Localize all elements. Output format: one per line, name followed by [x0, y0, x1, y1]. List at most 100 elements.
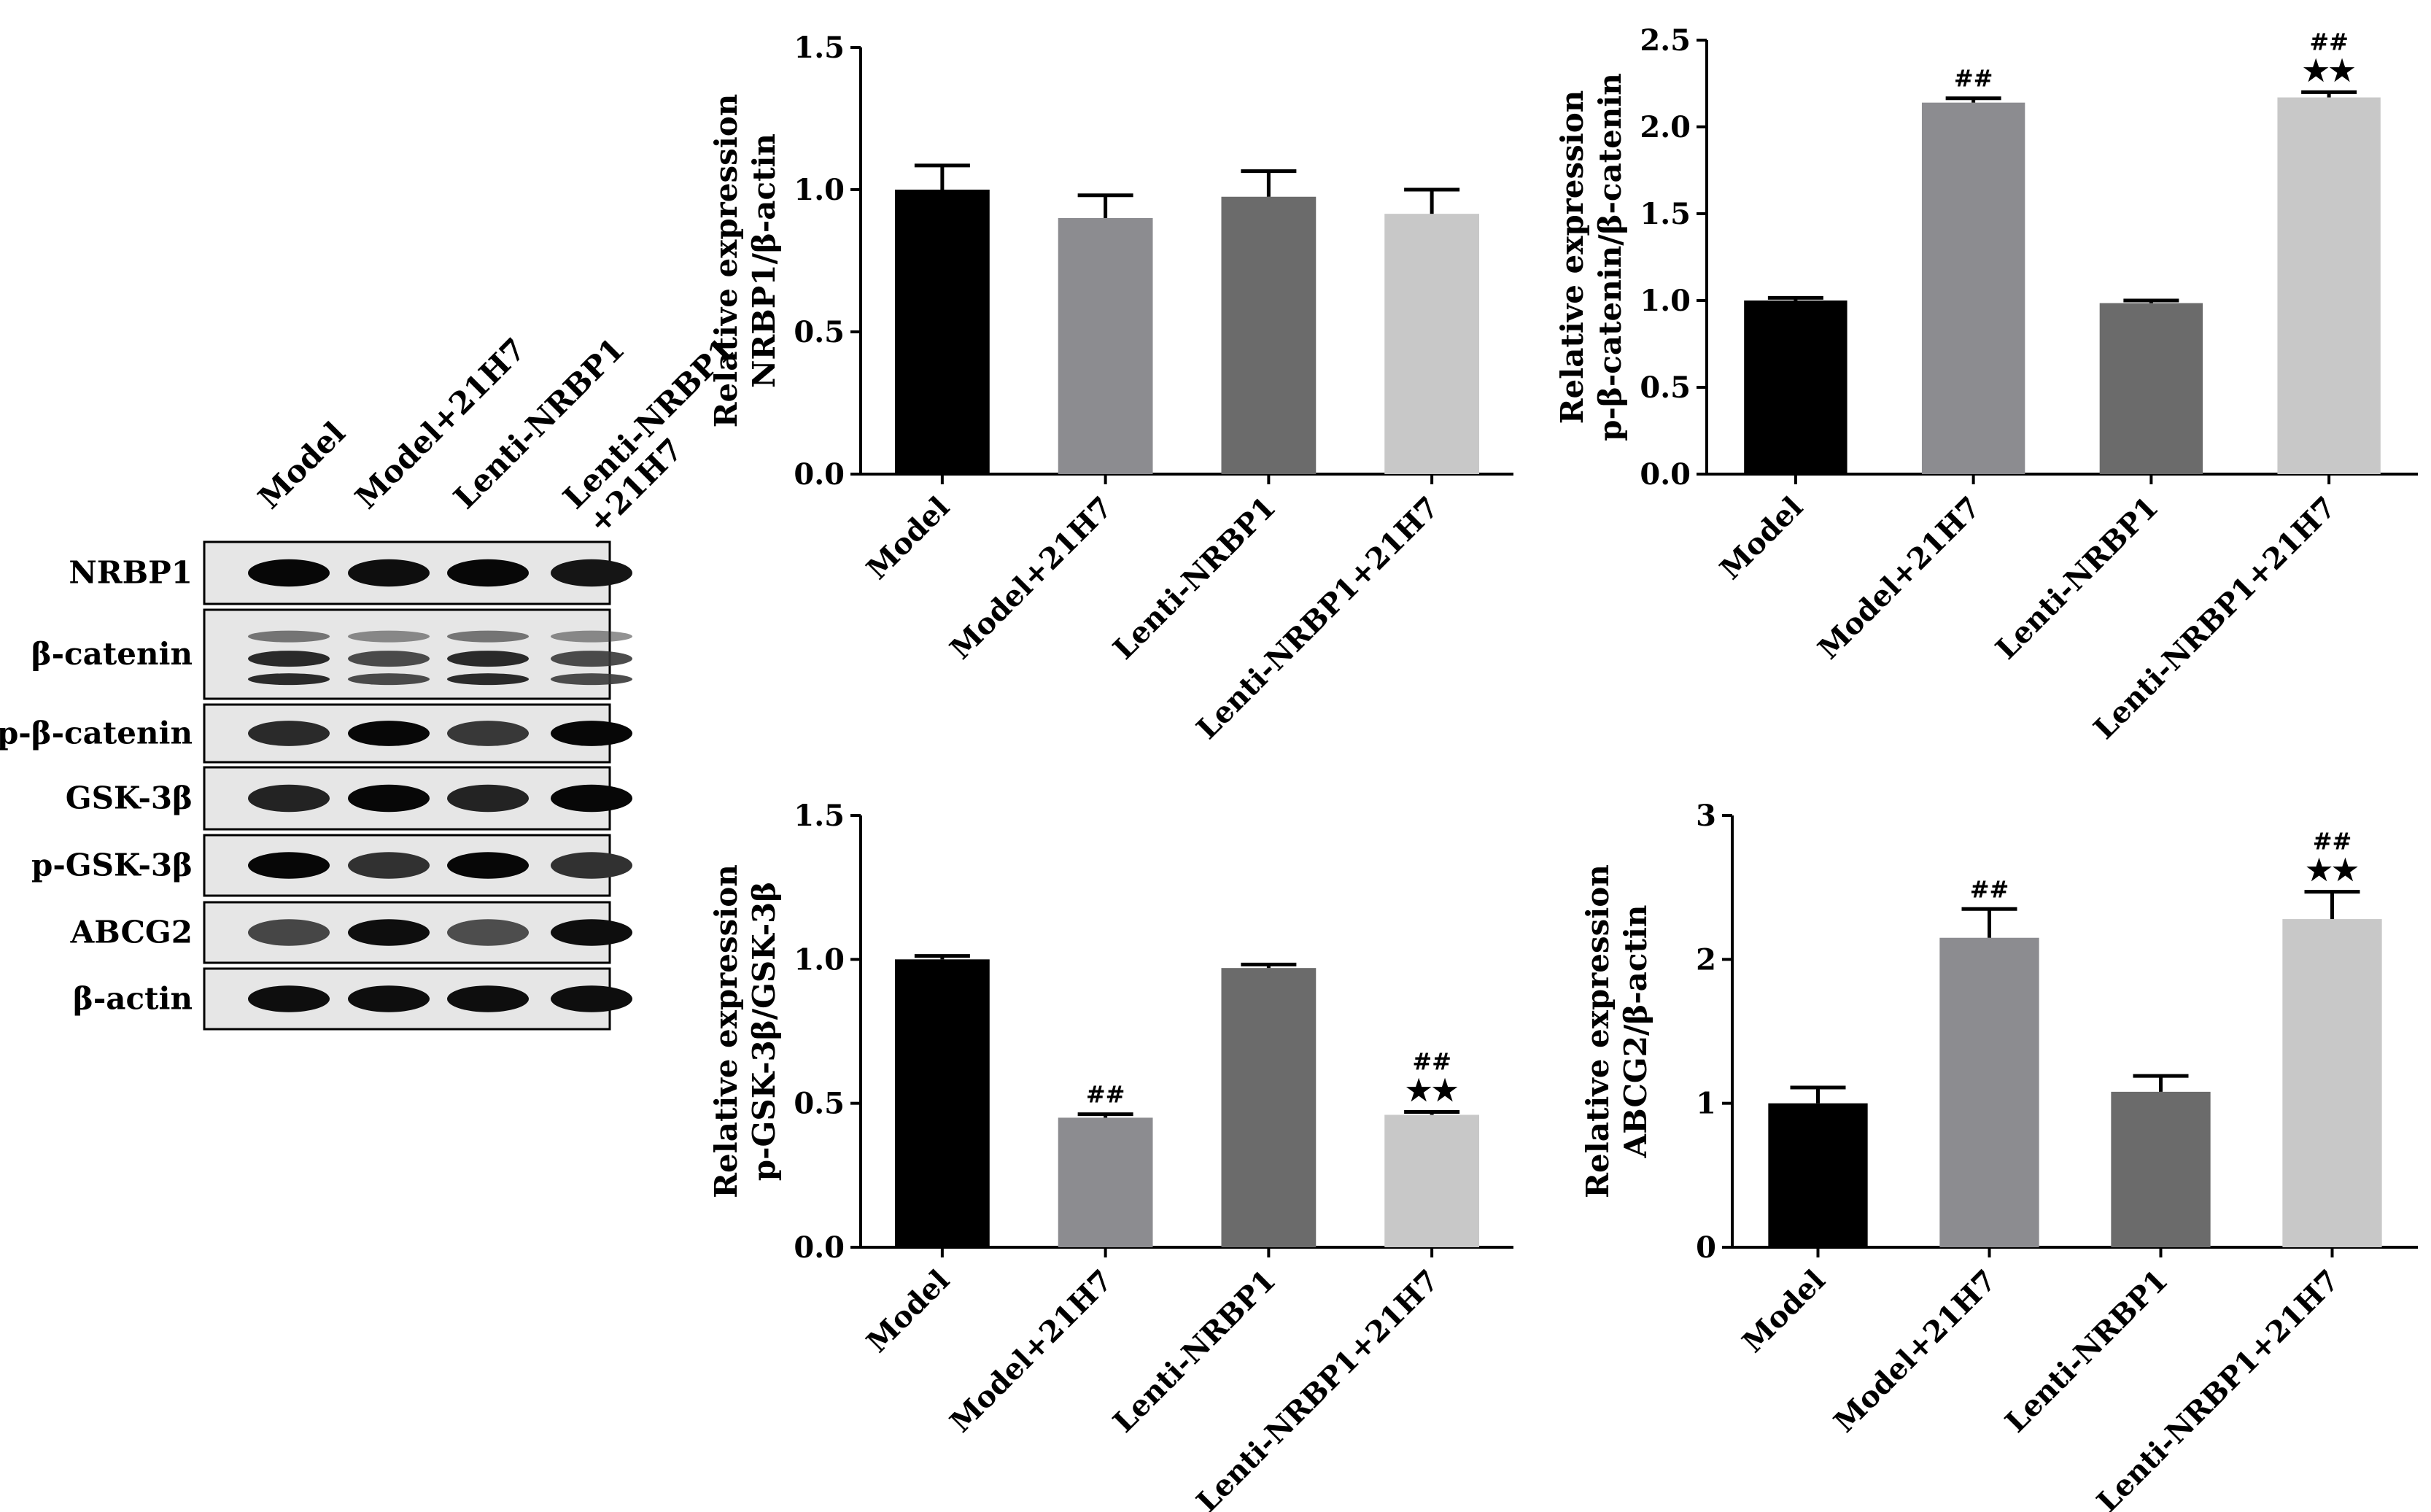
band-label: p-GSK-3β [31, 848, 193, 883]
bar [1058, 218, 1153, 474]
significance-label: ## [1954, 65, 1993, 93]
bar-chart: 0.0 0.5 1.0 1.5 Relative expressionp-GSK-3β/… [708, 799, 1513, 1512]
blot-band [248, 985, 330, 1012]
blot-band [248, 673, 330, 686]
y-axis-label-line: Relative expression [1580, 864, 1616, 1198]
y-tick-label: 2.5 [1640, 23, 1691, 58]
blot-band [348, 673, 430, 686]
x-tick-label: Model+21H7 [943, 490, 1119, 666]
significance-label: ## [1970, 875, 2009, 903]
blot-band [248, 559, 330, 587]
y-tick-label: 1.0 [794, 942, 845, 977]
blot-band [551, 721, 632, 746]
blot-band [447, 721, 529, 746]
x-tick-label: Model [860, 490, 956, 586]
significance-label: ## [2309, 28, 2349, 55]
x-tick-label: Lenti-NRBP1 [1106, 1263, 1282, 1439]
blot-band [447, 852, 529, 879]
y-tick-label: 0.0 [1640, 457, 1691, 492]
y-axis-label: Relative expressionp-GSK-3β/GSK-3β [708, 864, 782, 1198]
y-tick-label: 1.5 [794, 799, 845, 833]
x-tick-label: Lenti-NRBP1 [1989, 490, 2165, 666]
band-label: p-β-catenin [0, 716, 193, 751]
bar [1058, 1117, 1153, 1247]
blot-band [248, 919, 330, 946]
blot-band [447, 919, 529, 946]
band-label: ABCG2 [70, 915, 193, 950]
bar-chart: 0 1 2 3 Relative expressionABCG2/β-actin Mode… [1580, 799, 2418, 1512]
bar [1921, 102, 2025, 474]
y-tick-label: 1.0 [1640, 284, 1691, 318]
blot-band [551, 852, 632, 879]
blot-band [551, 673, 632, 686]
y-axis-label: Relative expressionNRBP1/β-actin [708, 94, 782, 428]
y-tick-label: 0 [1696, 1230, 1716, 1265]
significance-label: ## [1412, 1048, 1451, 1076]
y-axis-label-line: Relative expression [708, 864, 744, 1198]
blot-band [551, 919, 632, 946]
bar [1384, 1114, 1480, 1247]
y-axis-label-line: Relative expression [708, 94, 744, 428]
lane-label: Model [251, 415, 352, 516]
bar [2111, 1091, 2211, 1247]
y-axis-label-line: Relative expression [1554, 90, 1590, 424]
bar [2277, 97, 2381, 475]
blot-band [248, 651, 330, 667]
western-blot-panel: ModelModel+21H7Lenti-NRBP1Lenti-NRBP1+21… [0, 331, 741, 1031]
significance-label: ★★ [2306, 853, 2359, 888]
blot-band [348, 784, 430, 813]
bar [1768, 1103, 1868, 1247]
band-label: β-catenin [31, 636, 193, 672]
blot-band [348, 985, 430, 1012]
bar [1384, 214, 1480, 474]
blot-band [348, 852, 430, 879]
significance-label: ★★ [1406, 1074, 1458, 1108]
blot-band [447, 559, 529, 587]
bar-chart: 0.0 0.5 1.0 1.5 2.0 2.5 Relative expressionp-β… [1554, 23, 2418, 746]
band-label: GSK-3β [66, 780, 193, 816]
bar [2282, 919, 2382, 1247]
significance-label: ★★ [2303, 53, 2355, 88]
lane-label-line: Model+21H7 [348, 331, 532, 516]
y-axis-label-line: ABCG2/β-actin [1618, 905, 1653, 1159]
y-tick-label: 1.5 [794, 31, 845, 65]
blot-band [551, 651, 632, 667]
bar [894, 190, 990, 474]
y-tick-label: 0.5 [1640, 371, 1691, 405]
bar [2099, 303, 2203, 474]
blot-band [348, 919, 430, 946]
y-tick-label: 0.0 [794, 1230, 845, 1265]
bar [1221, 196, 1317, 474]
blot-band [551, 559, 632, 587]
band-label: NRBP1 [69, 555, 193, 591]
blot-band [447, 985, 529, 1012]
x-tick-label: Model [1713, 490, 1810, 586]
blot-band [348, 721, 430, 746]
blot-band [248, 784, 330, 813]
y-axis-label-line: NRBP1/β-actin [746, 133, 782, 388]
x-tick-label: Model [860, 1263, 956, 1360]
y-tick-label: 1 [1696, 1087, 1716, 1121]
bar [1939, 937, 2039, 1247]
band-label: β-actin [73, 981, 193, 1017]
y-axis-label: Relative expressionp-β-catenin/β-catenin [1554, 73, 1628, 441]
y-tick-label: 0.0 [794, 457, 845, 492]
blot-band [248, 721, 330, 746]
blot-band [551, 630, 632, 643]
x-tick-label: Model+21H7 [1811, 490, 1987, 666]
y-tick-label: 1.5 [1640, 197, 1691, 231]
bar-chart: 0.0 0.5 1.0 1.5 Relative expressionNRBP1/β-a… [708, 31, 1513, 746]
lane-label: Model+21H7 [348, 331, 532, 516]
blot-band [447, 673, 529, 686]
x-tick-label: Model+21H7 [943, 1263, 1119, 1439]
y-tick-label: 1.0 [794, 173, 845, 207]
bar [1744, 301, 1848, 474]
x-tick-label: Model+21H7 [1827, 1263, 2003, 1439]
lane-label-line: Model [251, 415, 352, 516]
blot-band [348, 651, 430, 667]
blot-band [248, 852, 330, 879]
y-tick-label: 3 [1696, 799, 1716, 833]
y-axis-label-line: p-GSK-3β/GSK-3β [746, 882, 782, 1182]
